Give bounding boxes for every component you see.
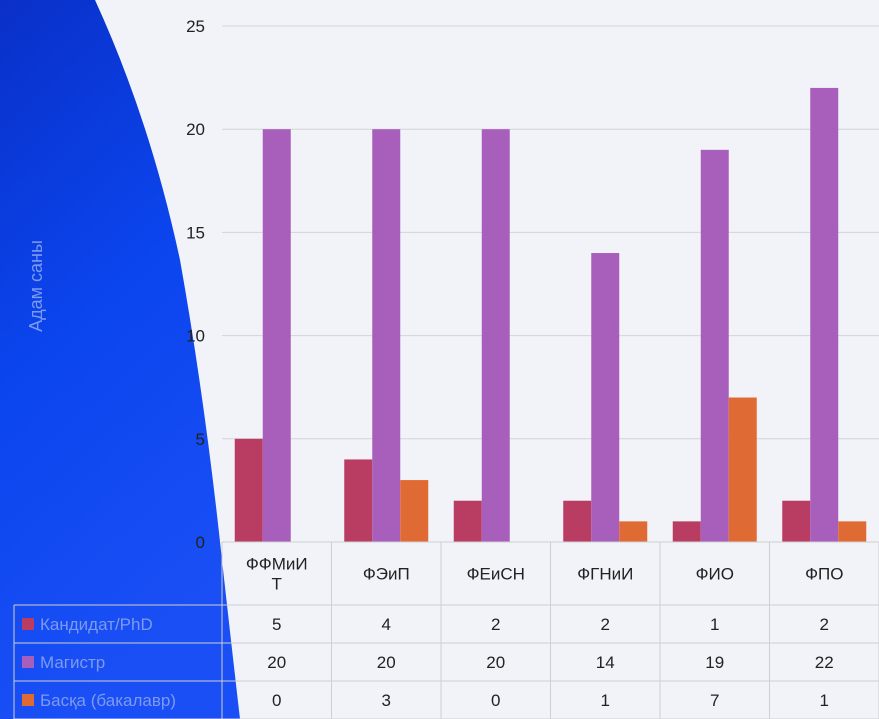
table-cell: 20	[486, 653, 505, 672]
bar	[234, 438, 263, 542]
table-cell: 20	[377, 653, 396, 672]
legend-swatch	[22, 656, 34, 668]
series-name: Кандидат/PhD	[40, 615, 153, 634]
bar	[344, 459, 373, 542]
x-category-label: ФФМиИ	[246, 555, 308, 574]
table-cell: 22	[815, 653, 834, 672]
table-cell: 14	[596, 653, 615, 672]
legend-swatch	[22, 618, 34, 630]
y-tick-label: 25	[186, 17, 205, 36]
table-cell: 3	[382, 691, 391, 710]
y-tick-label: 10	[186, 327, 205, 346]
x-category-label: ФЕиСН	[467, 565, 525, 584]
table-cell: 2	[820, 615, 829, 634]
table-cell: 7	[710, 691, 719, 710]
table-cell: 19	[705, 653, 724, 672]
series-name: Басқа (бакалавр)	[40, 691, 176, 710]
gridlines	[222, 25, 879, 440]
y-tick-label: 0	[196, 533, 205, 552]
bar	[591, 253, 620, 543]
table-cell: 2	[601, 615, 610, 634]
y-axis-ticks: 0 5 10 15 20 25	[186, 17, 205, 552]
blue-curve-shape	[0, 0, 240, 719]
bar	[262, 129, 291, 542]
bar	[838, 521, 867, 542]
bar	[453, 500, 482, 542]
bar	[810, 87, 839, 543]
table-cell: 5	[272, 615, 281, 634]
bars	[234, 87, 867, 543]
bar	[700, 149, 729, 542]
x-category-label: Т	[272, 575, 282, 594]
table-cell: 1	[820, 691, 829, 710]
table-cell: 1	[601, 691, 610, 710]
bar	[400, 480, 429, 542]
table-cell: 0	[491, 691, 500, 710]
y-axis-label: Адам саны	[26, 240, 46, 332]
y-tick-label: 5	[196, 430, 205, 449]
bar	[619, 521, 648, 542]
bar	[563, 500, 592, 542]
table-cell: 1	[710, 615, 719, 634]
bar	[782, 500, 811, 542]
bar	[372, 129, 401, 542]
x-category-label: ФПО	[805, 565, 843, 584]
table-cell: 4	[382, 615, 391, 634]
bar	[728, 397, 757, 542]
x-category-label: ФЭиП	[363, 565, 410, 584]
series-name: Магистр	[40, 653, 105, 672]
y-tick-label: 15	[186, 223, 205, 242]
legend-swatch	[22, 694, 34, 706]
bar	[672, 521, 701, 542]
bar	[481, 129, 510, 542]
table-cell: 2	[491, 615, 500, 634]
table-cell: 0	[272, 691, 281, 710]
y-tick-label: 20	[186, 120, 205, 139]
x-category-label: ФГНиИ	[577, 565, 633, 584]
table-cell: 20	[267, 653, 286, 672]
x-category-label: ФИО	[696, 565, 734, 584]
